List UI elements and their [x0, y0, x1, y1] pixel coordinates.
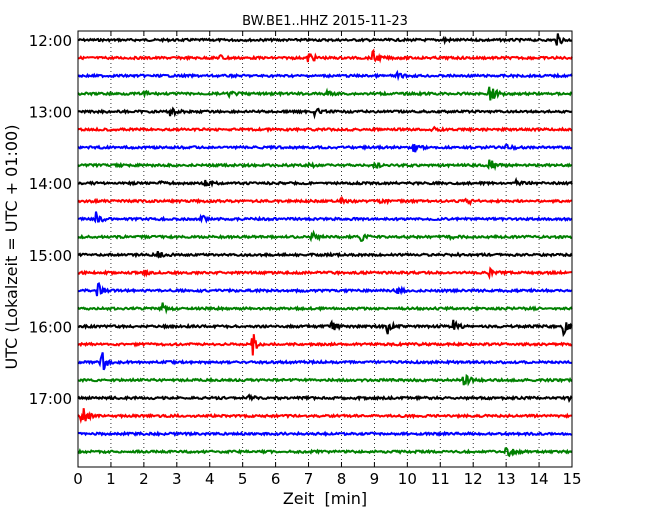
trace-line — [77, 86, 573, 101]
x-tick-label: 1 — [106, 470, 116, 488]
trace-line — [77, 302, 573, 315]
trace-line — [77, 408, 573, 424]
x-tick-label: 14 — [530, 470, 549, 488]
x-tick-label: 15 — [562, 470, 581, 488]
x-tick-label: 10 — [398, 470, 417, 488]
x-axis-ticks: 0 1 2 3 4 5 6 7 8 9 10 11 12 13 14 15 — [73, 31, 582, 488]
x-tick-label: 7 — [304, 470, 314, 488]
y-tick-label: 12:00 — [29, 32, 72, 50]
x-tick-label: 8 — [337, 470, 347, 488]
trace-line — [77, 125, 573, 133]
x-axis-label: Zeit [min] — [283, 489, 367, 508]
x-tick-label: 5 — [238, 470, 248, 488]
plot-frame — [77, 30, 573, 468]
x-tick-label: 6 — [271, 470, 281, 488]
trace-line — [77, 211, 573, 224]
x-tick-label: 9 — [370, 470, 380, 488]
x-tick-label: 3 — [172, 470, 182, 488]
trace-line — [77, 430, 573, 437]
trace-line — [77, 373, 573, 387]
trace-line — [77, 281, 573, 297]
trace-line — [77, 393, 573, 403]
trace-line — [77, 334, 573, 356]
x-tick-label: 0 — [73, 470, 83, 488]
trace-line — [77, 106, 573, 120]
trace-line — [77, 159, 572, 172]
trace-line — [77, 33, 573, 46]
trace-line — [77, 143, 573, 153]
trace-line — [77, 48, 573, 64]
trace-line — [77, 266, 572, 281]
y-tick-label: 14:00 — [29, 175, 72, 193]
y-axis-ticks: 12:00 13:00 14:00 15:00 16:00 17:00 — [29, 32, 572, 408]
trace-line — [78, 176, 573, 188]
x-tick-label: 12 — [464, 470, 483, 488]
x-tick-label: 11 — [431, 470, 450, 488]
y-axis-label: UTC (Lokalzeit = UTC + 01:00) — [2, 125, 21, 370]
y-tick-label: 15:00 — [29, 247, 72, 265]
y-tick-label: 16:00 — [29, 318, 72, 336]
x-tick-label: 2 — [139, 470, 149, 488]
y-tick-label: 17:00 — [29, 390, 72, 408]
seismogram-traces — [77, 33, 573, 458]
trace-line — [77, 352, 573, 371]
trace-line — [77, 195, 572, 207]
trace-line — [77, 319, 573, 338]
chart-title: BW.BE1..HHZ 2015-11-23 — [242, 14, 408, 29]
x-tick-label: 4 — [205, 470, 215, 488]
trace-line — [77, 250, 573, 259]
y-tick-label: 13:00 — [29, 104, 72, 122]
x-tick-label: 13 — [497, 470, 516, 488]
trace-line — [77, 447, 573, 458]
vertical-grid — [110, 31, 540, 467]
trace-line — [77, 229, 573, 243]
trace-line — [77, 69, 573, 82]
